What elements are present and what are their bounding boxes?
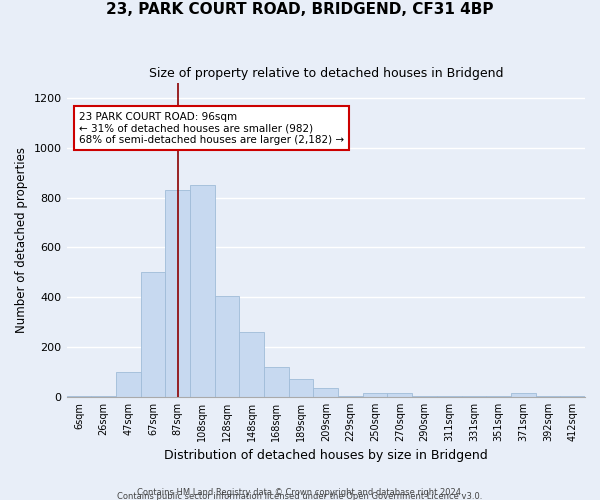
Y-axis label: Number of detached properties: Number of detached properties xyxy=(15,147,28,333)
Bar xyxy=(511,393,536,397)
Bar xyxy=(536,396,560,397)
Bar xyxy=(215,296,239,397)
Bar xyxy=(67,396,91,397)
Bar xyxy=(239,332,264,397)
Bar xyxy=(140,272,165,397)
Bar xyxy=(91,396,116,397)
Title: Size of property relative to detached houses in Bridgend: Size of property relative to detached ho… xyxy=(149,68,503,80)
Text: 23, PARK COURT ROAD, BRIDGEND, CF31 4BP: 23, PARK COURT ROAD, BRIDGEND, CF31 4BP xyxy=(106,2,494,18)
X-axis label: Distribution of detached houses by size in Bridgend: Distribution of detached houses by size … xyxy=(164,450,488,462)
Bar xyxy=(461,396,486,397)
Text: 23 PARK COURT ROAD: 96sqm
← 31% of detached houses are smaller (982)
68% of semi: 23 PARK COURT ROAD: 96sqm ← 31% of detac… xyxy=(79,112,344,145)
Text: Contains public sector information licensed under the Open Government Licence v3: Contains public sector information licen… xyxy=(118,492,482,500)
Bar xyxy=(165,190,190,397)
Bar xyxy=(116,372,140,397)
Bar xyxy=(437,396,461,397)
Bar xyxy=(388,393,412,397)
Text: Contains HM Land Registry data © Crown copyright and database right 2024.: Contains HM Land Registry data © Crown c… xyxy=(137,488,463,497)
Bar xyxy=(338,396,363,397)
Bar xyxy=(363,393,388,397)
Bar xyxy=(313,388,338,397)
Bar xyxy=(289,380,313,397)
Bar xyxy=(264,367,289,397)
Bar xyxy=(412,396,437,397)
Bar xyxy=(486,396,511,397)
Bar xyxy=(560,396,585,397)
Bar xyxy=(190,185,215,397)
